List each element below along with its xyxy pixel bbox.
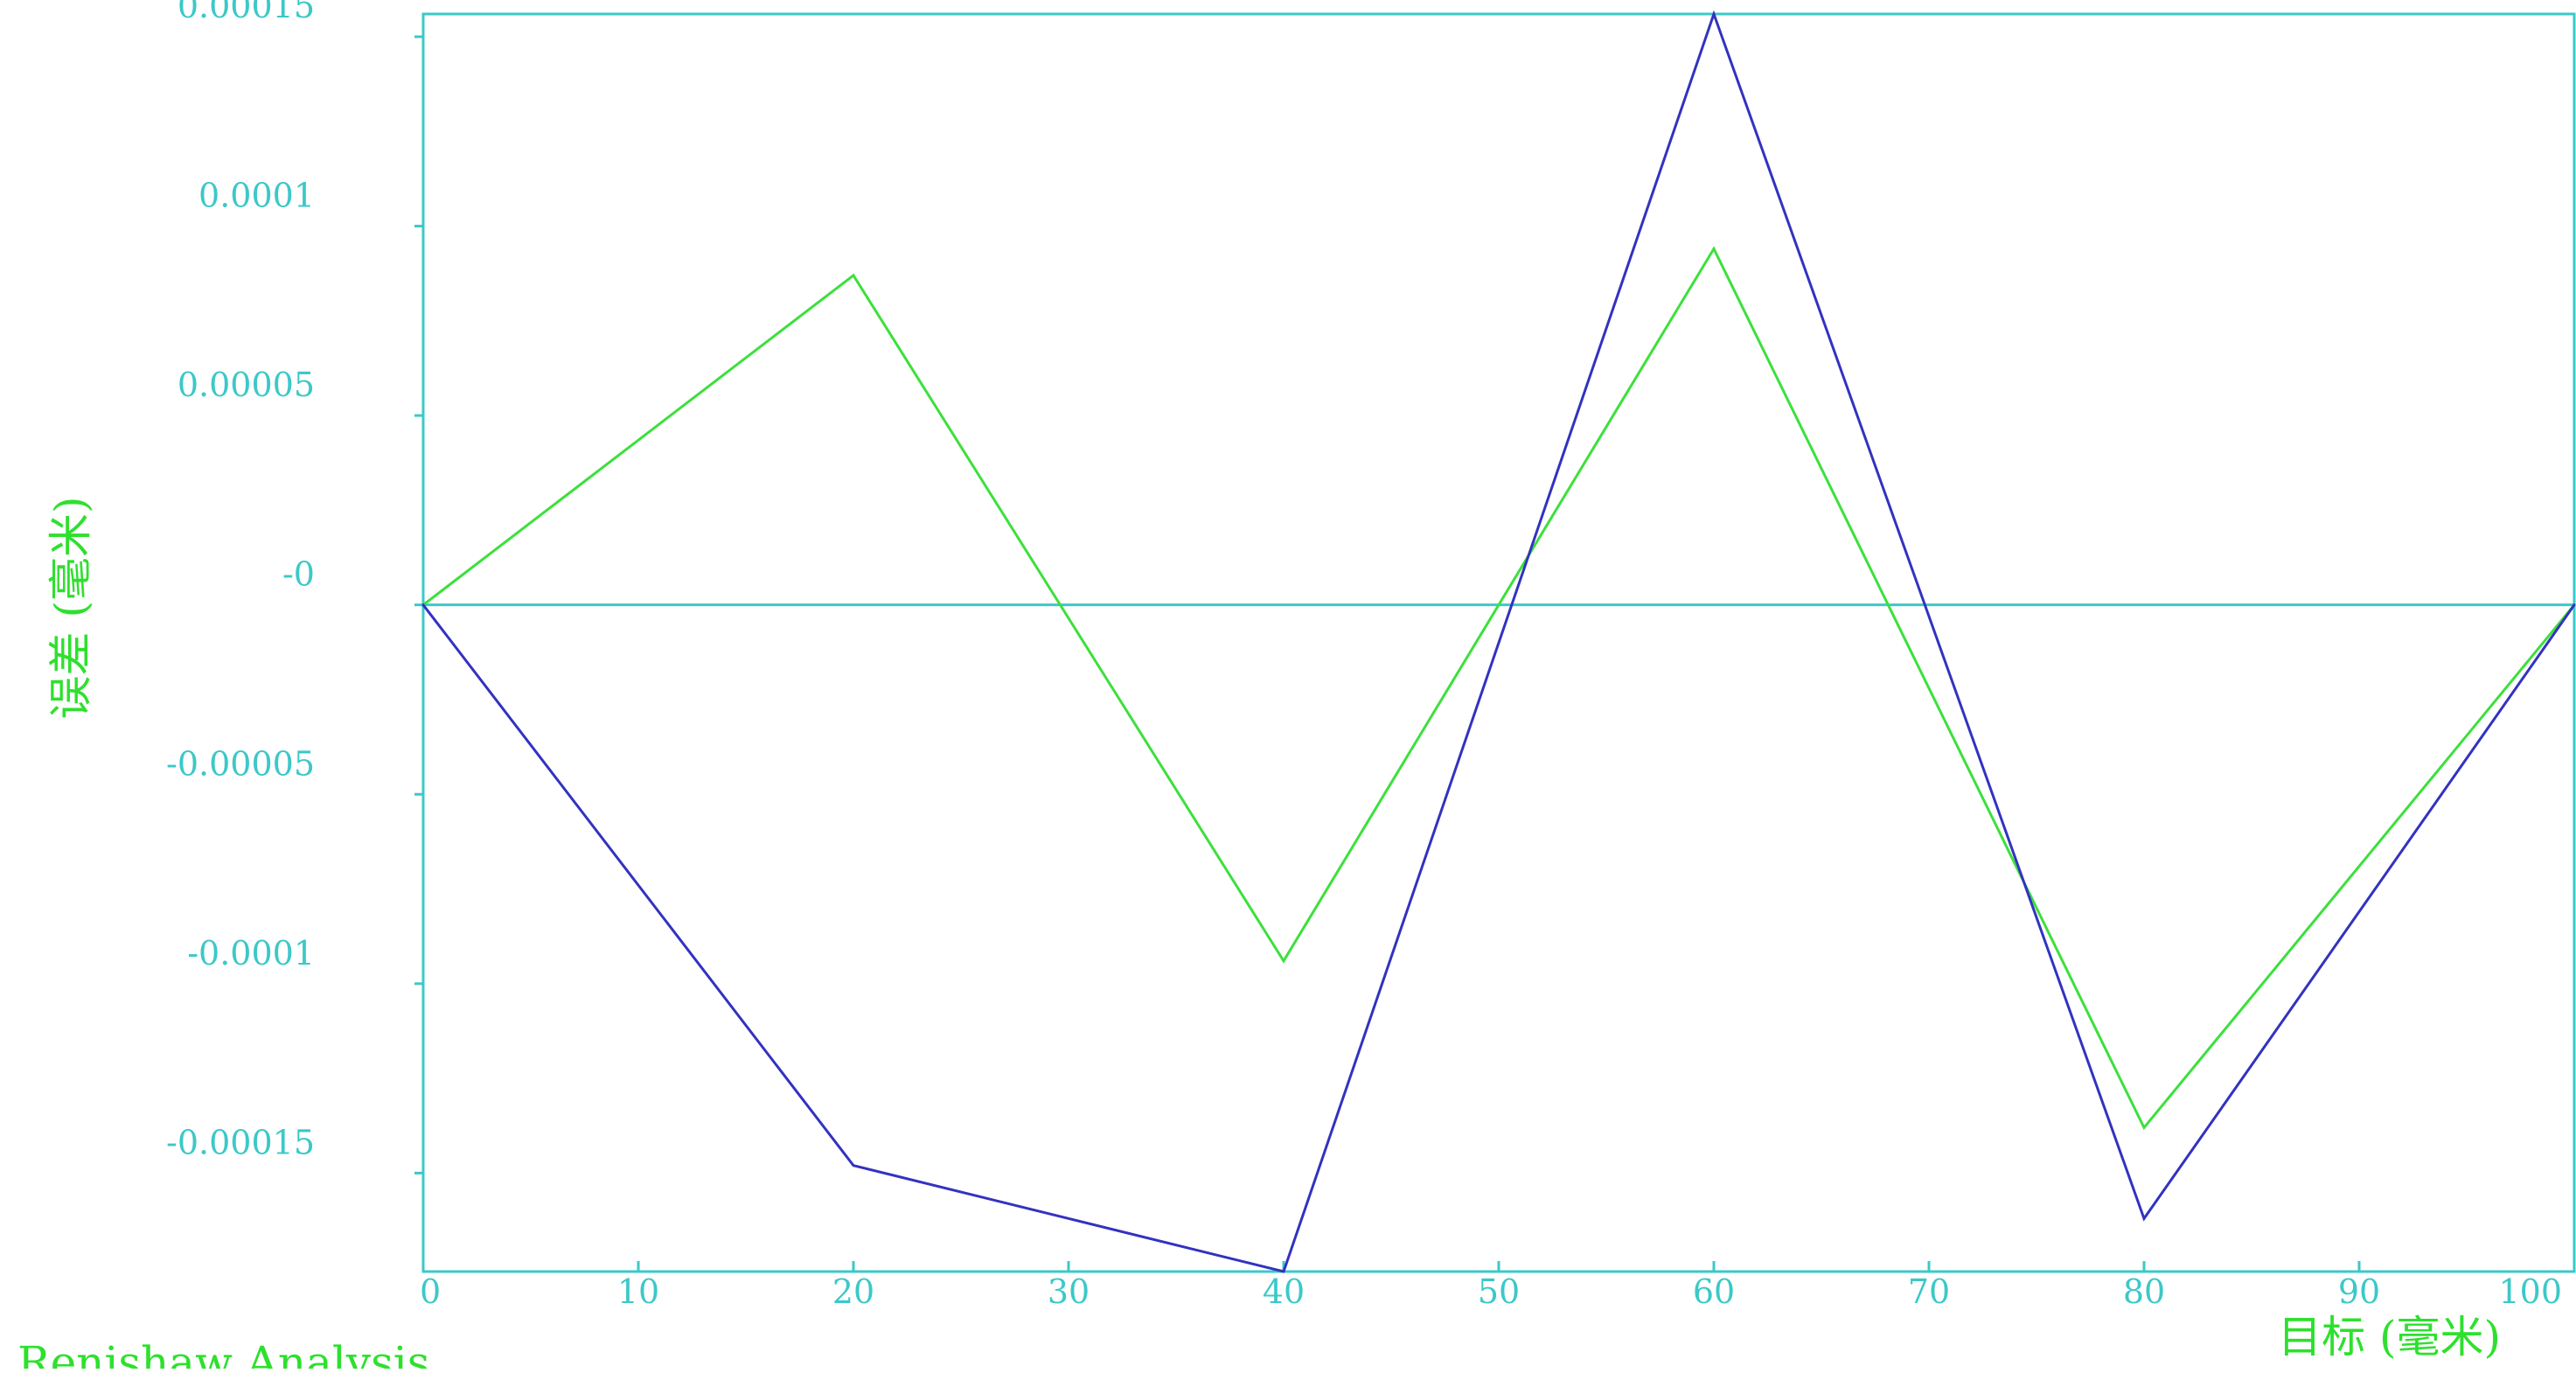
axes-group: 0.00015 0.0001 0.00005 -0 -0.00005 -0.0001 -0.… [166, 0, 2576, 1311]
x-axis-label: 目标 (毫米) [2278, 1312, 2501, 1363]
x-tick-label: 10 [617, 1272, 659, 1311]
series-2-point [421, 603, 425, 607]
y-tick-label: -0 [282, 555, 315, 594]
y-tick-label: 0.00015 [178, 0, 315, 25]
series-2-point [1712, 12, 1716, 16]
x-tick-label: 80 [2123, 1272, 2165, 1311]
y-tick-label: 0.0001 [198, 177, 315, 215]
y-tick-label: -0.0001 [187, 934, 315, 972]
x-tick-label: 70 [1908, 1272, 1950, 1311]
series-line-1 [422, 246, 2576, 1131]
series-1-point [1282, 959, 1285, 963]
series-2-point [2573, 603, 2576, 607]
y-axis-label: 误差 (毫米) [45, 497, 96, 720]
series-2-point [852, 1164, 855, 1167]
x-tick-label: 60 [1693, 1272, 1735, 1311]
y-tick-label: -0.00015 [166, 1123, 315, 1161]
x-tick-label: 50 [1478, 1272, 1520, 1311]
series-line-2 [421, 10, 2576, 1273]
series-2-point [1282, 1270, 1285, 1273]
x-tick-label: 30 [1048, 1272, 1090, 1311]
y-tick-label: 0.00005 [178, 366, 315, 404]
labels-group: 目标 (毫米) 误差 (毫米) Renishaw Analysis [17, 497, 2501, 1373]
series-1-point [2142, 1126, 2146, 1129]
x-tick-label: 20 [832, 1272, 874, 1311]
series-2-point [2142, 1216, 2146, 1220]
x-tick-label: 90 [2338, 1272, 2380, 1311]
series-1-point [852, 274, 855, 277]
x-tick-label: 0 [420, 1272, 441, 1311]
x-tick-label: 100 [2498, 1272, 2562, 1311]
x-tick-label: 40 [1263, 1272, 1305, 1311]
y-tick-label: -0.00005 [166, 744, 315, 783]
series-1-point [1712, 247, 1716, 251]
series-group [421, 10, 2576, 1273]
footer-text: Renishaw Analysis [17, 1337, 429, 1369]
